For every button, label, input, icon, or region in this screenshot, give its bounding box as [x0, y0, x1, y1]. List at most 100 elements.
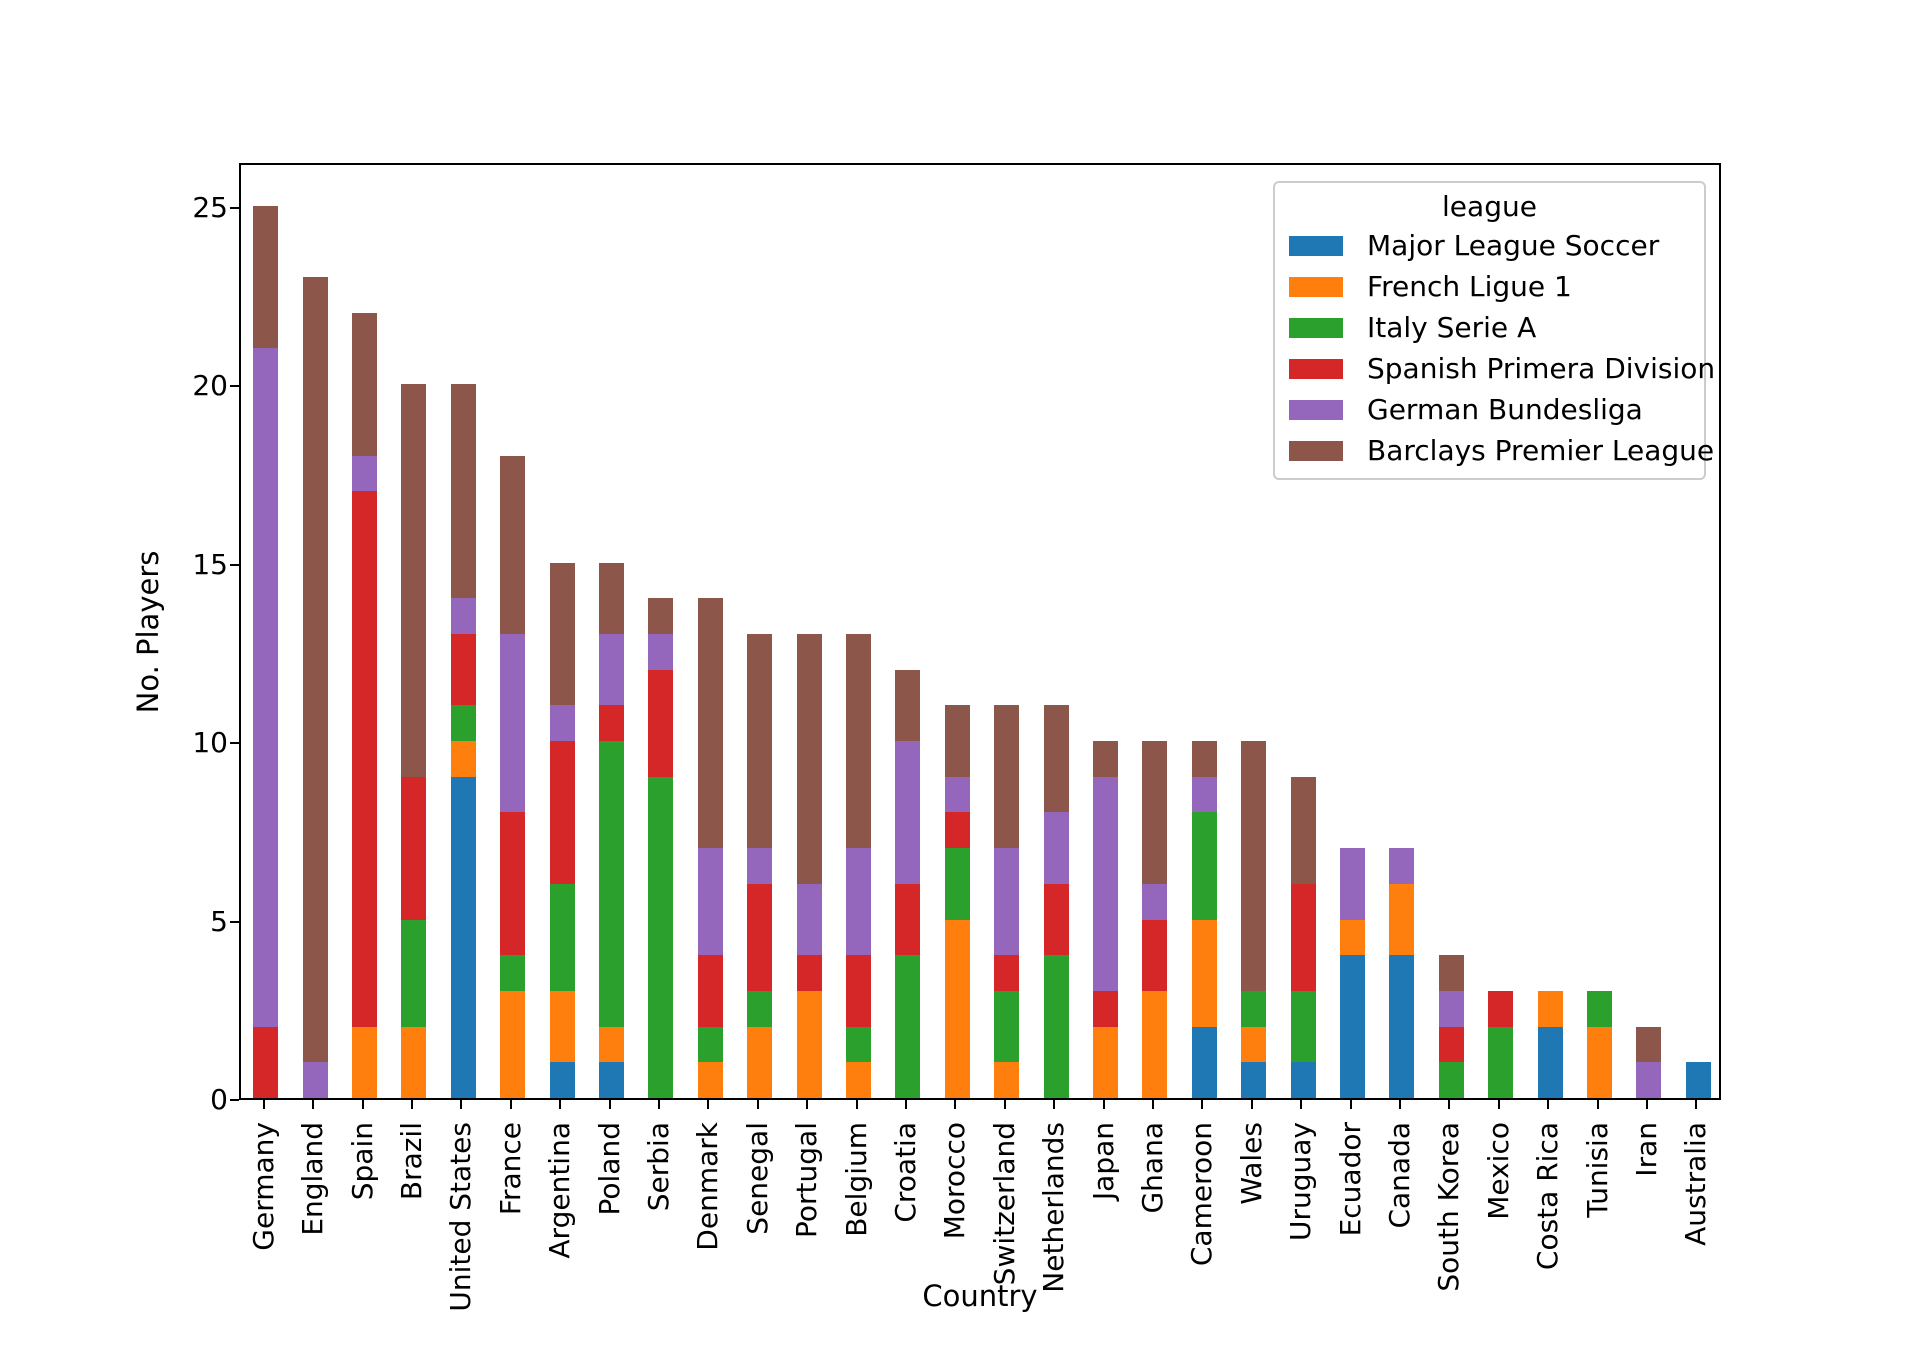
bar-segment-ghana-german-bundesliga — [1142, 883, 1168, 920]
legend-entries: Major League Soccer French Ligue 1 Italy S… — [1275, 225, 1715, 471]
bar-germany — [253, 205, 279, 1098]
legend-entry-italy-serie-a: Italy Serie A — [1275, 307, 1704, 348]
xtick-label-wales: Wales — [1234, 1122, 1268, 1205]
legend-swatch-german-bundesliga — [1289, 399, 1343, 420]
bar-segment-france-german-bundesliga — [500, 634, 526, 813]
legend-swatch-barclays-premier-league — [1289, 440, 1343, 461]
bar-england — [302, 277, 328, 1098]
legend-entry-french-ligue-1: French Ligue 1 — [1275, 266, 1704, 307]
bar-segment-poland-spanish-primera-division — [599, 705, 624, 742]
bar-brazil — [401, 384, 427, 1098]
xtick-mark-belgium — [855, 1100, 858, 1109]
bar-segment-brazil-barclays-premier-league — [401, 384, 427, 777]
bar-segment-belgium-spanish-primera-division — [846, 955, 871, 1027]
xtick-mark-portugal — [806, 1100, 809, 1109]
xtick-label-england: England — [296, 1122, 330, 1236]
ytick-mark-20 — [230, 385, 239, 388]
legend: league Major League Soccer French Ligue 1… — [1273, 181, 1715, 480]
xtick-mark-croatia — [904, 1100, 907, 1109]
xtick-mark-costa-rica — [1547, 1100, 1550, 1109]
bar-segment-south-korea-italy-serie-a — [1438, 1062, 1464, 1098]
bar-segment-spain-german-bundesliga — [352, 455, 377, 492]
bar-mexico — [1488, 990, 1514, 1098]
bar-segment-argentina-major-league-soccer — [549, 1062, 575, 1098]
bar-segment-mexico-italy-serie-a — [1488, 1026, 1514, 1098]
xtick-label-spain: Spain — [345, 1122, 379, 1201]
bar-segment-switzerland-italy-serie-a — [994, 990, 1020, 1063]
xtick-mark-england — [312, 1100, 315, 1109]
legend-swatch-spanish-primera-division — [1289, 358, 1343, 379]
bar-segment-argentina-french-ligue-1 — [549, 990, 575, 1063]
bar-segment-poland-german-bundesliga — [599, 634, 624, 706]
bar-segment-japan-barclays-premier-league — [1093, 741, 1118, 777]
xtick-label-morocco: Morocco — [938, 1122, 972, 1240]
bar-segment-senegal-german-bundesliga — [747, 848, 773, 884]
bar-segment-portugal-barclays-premier-league — [796, 634, 822, 884]
xtick-label-australia: Australia — [1679, 1122, 1713, 1246]
bar-segment-japan-german-bundesliga — [1093, 776, 1118, 991]
bar-wales — [1241, 741, 1267, 1098]
bar-segment-brazil-spanish-primera-division — [401, 776, 427, 920]
bar-segment-germany-barclays-premier-league — [253, 205, 279, 349]
bar-segment-netherlands-german-bundesliga — [1043, 812, 1069, 884]
bar-segment-england-barclays-premier-league — [302, 277, 328, 1063]
bar-south-korea — [1438, 955, 1464, 1098]
bar-segment-united-states-italy-serie-a — [450, 705, 476, 742]
bar-uruguay — [1290, 776, 1316, 1098]
bar-segment-belgium-german-bundesliga — [846, 848, 871, 956]
bar-segment-canada-major-league-soccer — [1389, 955, 1415, 1098]
bar-iran — [1636, 1026, 1662, 1098]
bar-segment-argentina-italy-serie-a — [549, 883, 575, 991]
legend-label-german-bundesliga: German Bundesliga — [1367, 393, 1643, 426]
bar-ecuador — [1340, 848, 1365, 1098]
bar-morocco — [944, 705, 970, 1098]
xtick-label-netherlands: Netherlands — [1037, 1122, 1071, 1293]
bar-segment-uruguay-major-league-soccer — [1290, 1062, 1316, 1098]
bar-argentina — [549, 562, 575, 1098]
bar-segment-brazil-italy-serie-a — [401, 919, 427, 1027]
xtick-mark-japan — [1102, 1100, 1105, 1109]
bar-segment-poland-italy-serie-a — [599, 741, 624, 1027]
xtick-label-costa-rica: Costa Rica — [1531, 1122, 1565, 1271]
bar-segment-united-states-german-bundesliga — [450, 598, 476, 634]
bar-segment-ghana-barclays-premier-league — [1142, 741, 1168, 884]
xtick-label-japan: Japan — [1086, 1122, 1120, 1201]
bar-netherlands — [1043, 705, 1069, 1098]
bar-segment-tunisia-french-ligue-1 — [1587, 1026, 1612, 1098]
bar-segment-denmark-german-bundesliga — [697, 848, 723, 956]
bar-segment-uruguay-spanish-primera-division — [1290, 883, 1316, 991]
xtick-label-south-korea: South Korea — [1432, 1122, 1466, 1292]
bar-segment-serbia-italy-serie-a — [648, 776, 674, 1098]
bar-segment-germany-german-bundesliga — [253, 348, 279, 1027]
xtick-mark-mexico — [1497, 1100, 1500, 1109]
bar-segment-croatia-barclays-premier-league — [895, 669, 921, 742]
bar-segment-croatia-spanish-primera-division — [895, 883, 921, 956]
xtick-label-tunisia: Tunisia — [1580, 1122, 1614, 1218]
bar-segment-morocco-french-ligue-1 — [944, 919, 970, 1098]
bar-segment-netherlands-spanish-primera-division — [1043, 883, 1069, 956]
bar-switzerland — [994, 705, 1020, 1098]
bar-segment-japan-spanish-primera-division — [1093, 990, 1118, 1027]
legend-entry-spanish-primera-division: Spanish Primera Division — [1275, 348, 1715, 389]
bar-segment-south-korea-german-bundesliga — [1438, 990, 1464, 1027]
xtick-mark-switzerland — [1003, 1100, 1006, 1109]
xtick-mark-canada — [1398, 1100, 1401, 1109]
bar-united-states — [450, 384, 476, 1098]
bar-segment-argentina-spanish-primera-division — [549, 741, 575, 884]
xtick-label-canada: Canada — [1382, 1122, 1416, 1229]
ytick-mark-10 — [230, 742, 239, 745]
xtick-mark-brazil — [410, 1100, 413, 1109]
xtick-label-brazil: Brazil — [394, 1122, 428, 1201]
xtick-mark-argentina — [559, 1100, 562, 1109]
bar-segment-cameroon-italy-serie-a — [1191, 812, 1217, 920]
bar-cameroon — [1191, 741, 1217, 1098]
bar-segment-senegal-french-ligue-1 — [747, 1026, 773, 1098]
bar-japan — [1093, 741, 1118, 1098]
legend-entry-major-league-soccer: Major League Soccer — [1275, 225, 1704, 266]
xtick-mark-senegal — [756, 1100, 759, 1109]
bar-ghana — [1142, 741, 1168, 1098]
legend-label-italy-serie-a: Italy Serie A — [1367, 311, 1537, 344]
bar-segment-morocco-barclays-premier-league — [944, 705, 970, 777]
bar-segment-senegal-italy-serie-a — [747, 990, 773, 1027]
